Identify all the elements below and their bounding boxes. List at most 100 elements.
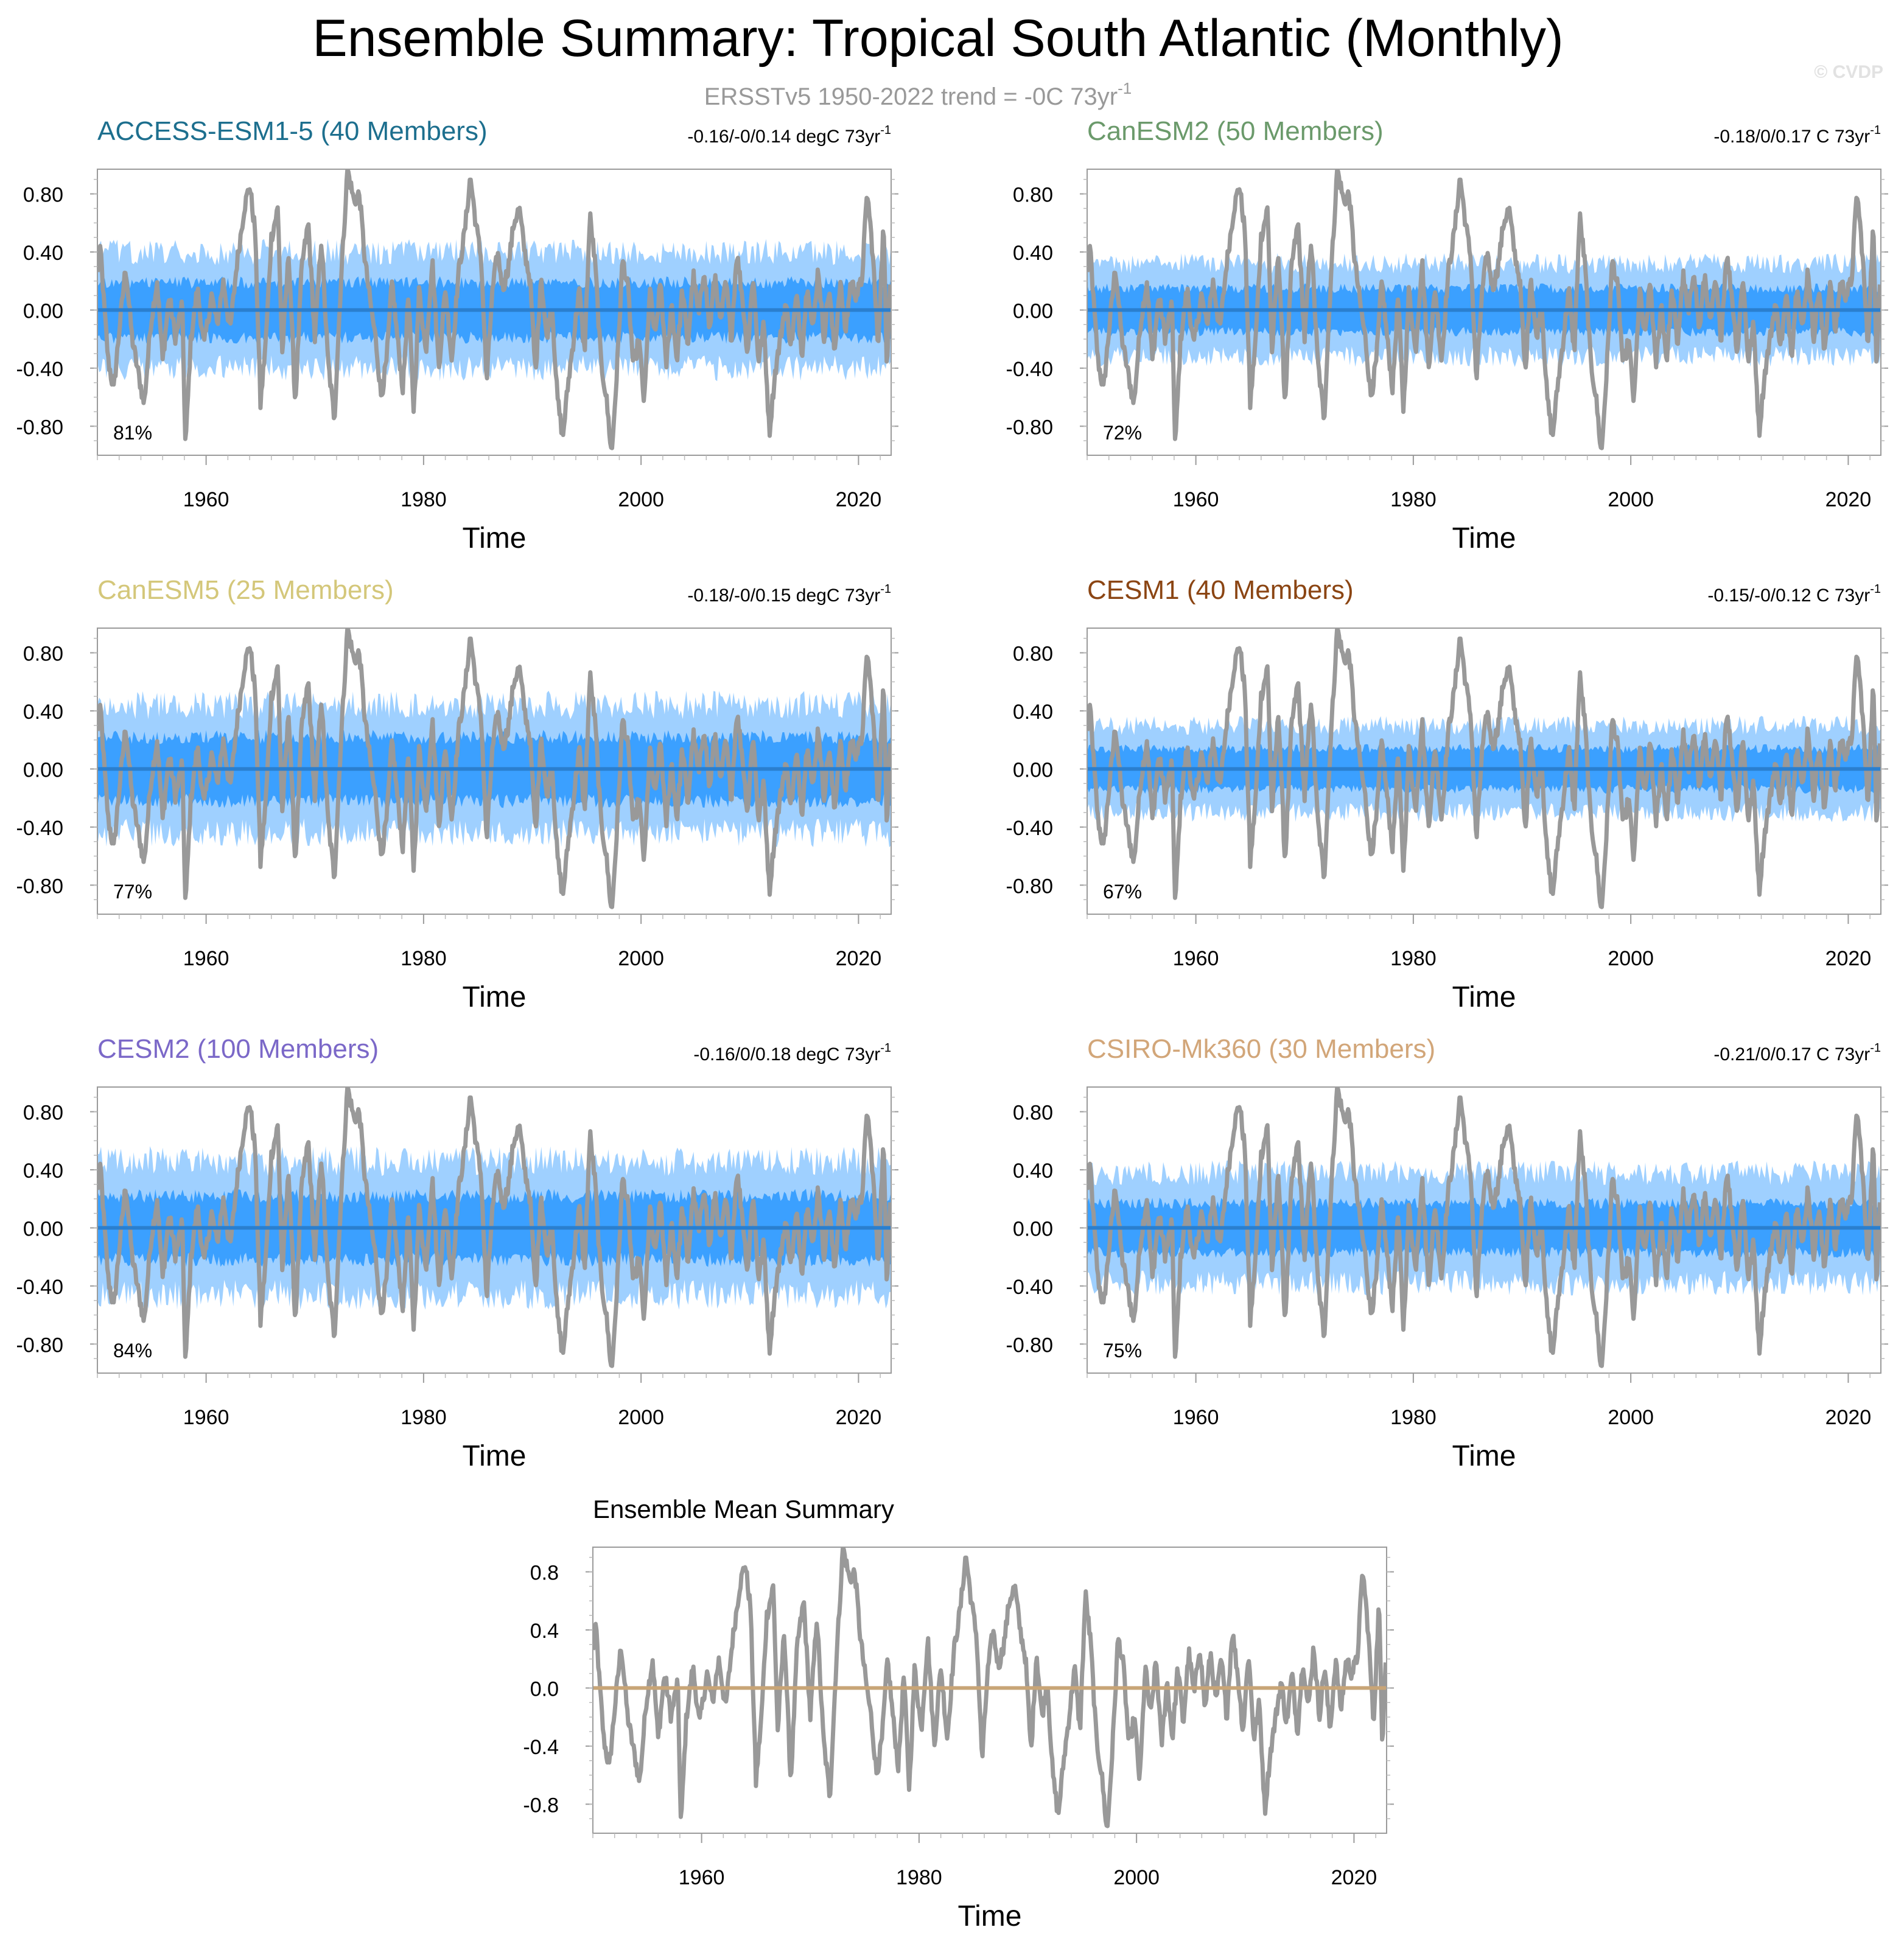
plot-area	[593, 1547, 1387, 1828]
panel-title: CSIRO-Mk360 (30 Members)	[1087, 1034, 1435, 1064]
y-tick-label: -0.4	[523, 1736, 559, 1759]
x-tick-label: 2020	[1825, 488, 1872, 511]
x-tick-label: 2000	[618, 947, 664, 970]
x-tick-label: 2020	[836, 488, 882, 511]
trend-text: -0.18/0/0.17 C 73yr	[1713, 127, 1870, 147]
y-tick-label: -0.40	[1006, 358, 1054, 381]
y-tick-label: 0.00	[23, 299, 63, 323]
trend-superscript: -1	[1870, 124, 1881, 137]
y-tick-label: 0.40	[23, 1159, 63, 1183]
subtitle-superscript: -1	[1118, 79, 1132, 97]
panel-5: 0.80 0.40 0.00 -0.40 -0.80 1960 1980 2000 2020 Ti…	[16, 1034, 898, 1472]
percent-label: 75%	[1103, 1340, 1142, 1362]
panel-1: 0.80 0.40 0.00 -0.40 -0.80 1960 1980 2000 2020 Ti…	[16, 116, 898, 554]
observed-series-line	[593, 1547, 1387, 1828]
panel-title: CESM2 (100 Members)	[97, 1034, 379, 1064]
x-tick-label: 1960	[679, 1866, 725, 1889]
x-tick-label: 1960	[1173, 947, 1219, 970]
trend-superscript: -1	[880, 582, 891, 596]
watermark-text: © CVDP	[1814, 62, 1883, 82]
y-tick-label: -0.80	[16, 416, 64, 439]
trend-annotation: -0.21/0/0.17 C 73yr-1	[1713, 1041, 1881, 1065]
trend-annotation: -0.16/-0/0.14 degC 73yr-1	[687, 124, 891, 147]
panel-2: 0.80 0.40 0.00 -0.40 -0.80 1960 1980 2000 2020 Ti…	[1006, 116, 1888, 554]
x-tick-label: 1980	[1390, 1406, 1437, 1429]
observed-series-line	[1087, 1087, 1881, 1368]
panel-6: 0.80 0.40 0.00 -0.40 -0.80 1960 1980 2000 2020 Ti…	[1006, 1034, 1888, 1472]
plot-frame	[1087, 169, 1881, 456]
x-tick-label: 2000	[618, 1406, 664, 1429]
x-axis-label: Time	[1452, 1440, 1516, 1472]
panel-title: CanESM5 (25 Members)	[97, 575, 394, 605]
x-tick-label: 1980	[896, 1866, 942, 1889]
plot-frame	[1087, 1086, 1881, 1374]
plot-frame	[97, 628, 892, 915]
y-tick-label: 0.0	[530, 1677, 559, 1701]
observed-series-line	[97, 1087, 891, 1368]
y-tick-label: 0.40	[1013, 701, 1053, 724]
y-tick-label: 0.00	[23, 758, 63, 781]
panel-4: 0.80 0.40 0.00 -0.40 -0.80 1960 1980 2000 2020 Ti…	[1006, 575, 1888, 1013]
y-tick-label: 0.00	[23, 1217, 63, 1240]
y-tick-label: -0.40	[1006, 1276, 1054, 1299]
x-axis-label: Time	[958, 1900, 1022, 1932]
trend-text: -0.15/-0/0.12 C 73yr	[1707, 586, 1870, 606]
trend-text: -0.16/0/0.18 degC 73yr	[693, 1044, 880, 1065]
observed-series-line	[1087, 169, 1881, 450]
trend-superscript: -1	[1870, 1041, 1881, 1055]
trend-text: -0.21/0/0.17 C 73yr	[1713, 1044, 1870, 1065]
y-tick-label: 0.40	[23, 701, 63, 724]
x-tick-label: 2000	[1113, 1866, 1160, 1889]
y-tick-label: 0.80	[23, 643, 63, 666]
x-tick-label: 2020	[836, 1406, 882, 1429]
y-tick-label: -0.80	[16, 875, 64, 898]
percent-label: 72%	[1103, 422, 1142, 444]
panel-title: ACCESS-ESM1-5 (40 Members)	[97, 116, 488, 146]
trend-annotation: -0.18/-0/0.15 degC 73yr-1	[687, 582, 891, 606]
x-axis-label: Time	[463, 522, 527, 554]
plot-area	[1087, 628, 1881, 909]
y-tick-label: 0.40	[1013, 242, 1053, 265]
y-tick-label: -0.40	[1006, 817, 1054, 840]
panel-7: 0.8 0.4 0.0 -0.4 -0.8 1960 1980 2000 2020 Time Ens…	[523, 1495, 1394, 1932]
panel-title: CESM1 (40 Members)	[1087, 575, 1354, 605]
panels: 0.80 0.40 0.00 -0.40 -0.80 1960 1980 2000 2020 Ti…	[16, 116, 1888, 1932]
y-tick-label: -0.80	[1006, 875, 1054, 898]
plot-frame	[97, 169, 892, 456]
trend-text: -0.18/-0/0.15 degC 73yr	[687, 586, 880, 606]
trend-annotation: -0.18/0/0.17 C 73yr-1	[1713, 124, 1881, 147]
trend-superscript: -1	[880, 1041, 891, 1055]
panel-3: 0.80 0.40 0.00 -0.40 -0.80 1960 1980 2000 2020 Ti…	[16, 575, 898, 1013]
y-tick-label: -0.8	[523, 1794, 559, 1817]
x-tick-label: 1960	[183, 947, 229, 970]
x-tick-label: 2020	[1825, 1406, 1872, 1429]
trend-text: -0.16/-0/0.14 degC 73yr	[687, 127, 880, 147]
x-tick-label: 2000	[1608, 1406, 1654, 1429]
y-tick-label: 0.80	[23, 1102, 63, 1125]
figure-subtitle: ERSSTv5 1950-2022 trend = -0C 73yr-1	[704, 79, 1132, 110]
x-tick-label: 1980	[1390, 947, 1437, 970]
x-tick-label: 1980	[401, 1406, 447, 1429]
x-tick-label: 1960	[183, 1406, 229, 1429]
percent-label: 81%	[113, 422, 152, 444]
x-tick-label: 2000	[1608, 488, 1654, 511]
x-axis-label: Time	[1452, 522, 1516, 554]
y-tick-label: 0.80	[1013, 1102, 1053, 1125]
y-tick-label: 0.4	[530, 1620, 559, 1643]
x-tick-label: 2000	[1608, 947, 1654, 970]
x-tick-label: 2000	[618, 488, 664, 511]
plot-frame	[97, 1086, 892, 1374]
x-tick-label: 1980	[401, 947, 447, 970]
plot-area	[1087, 169, 1881, 450]
x-tick-label: 2020	[1331, 1866, 1377, 1889]
y-tick-label: -0.40	[16, 1276, 64, 1299]
x-tick-label: 2020	[1825, 947, 1872, 970]
trend-annotation: -0.16/0/0.18 degC 73yr-1	[693, 1041, 891, 1065]
x-tick-label: 2020	[836, 947, 882, 970]
y-tick-label: 0.80	[23, 184, 63, 207]
percent-label: 77%	[113, 881, 152, 903]
figure-title: Ensemble Summary: Tropical South Atlanti…	[312, 9, 1563, 68]
x-axis-label: Time	[463, 981, 527, 1013]
y-tick-label: 0.00	[1013, 1217, 1053, 1240]
x-tick-label: 1980	[1390, 488, 1437, 511]
